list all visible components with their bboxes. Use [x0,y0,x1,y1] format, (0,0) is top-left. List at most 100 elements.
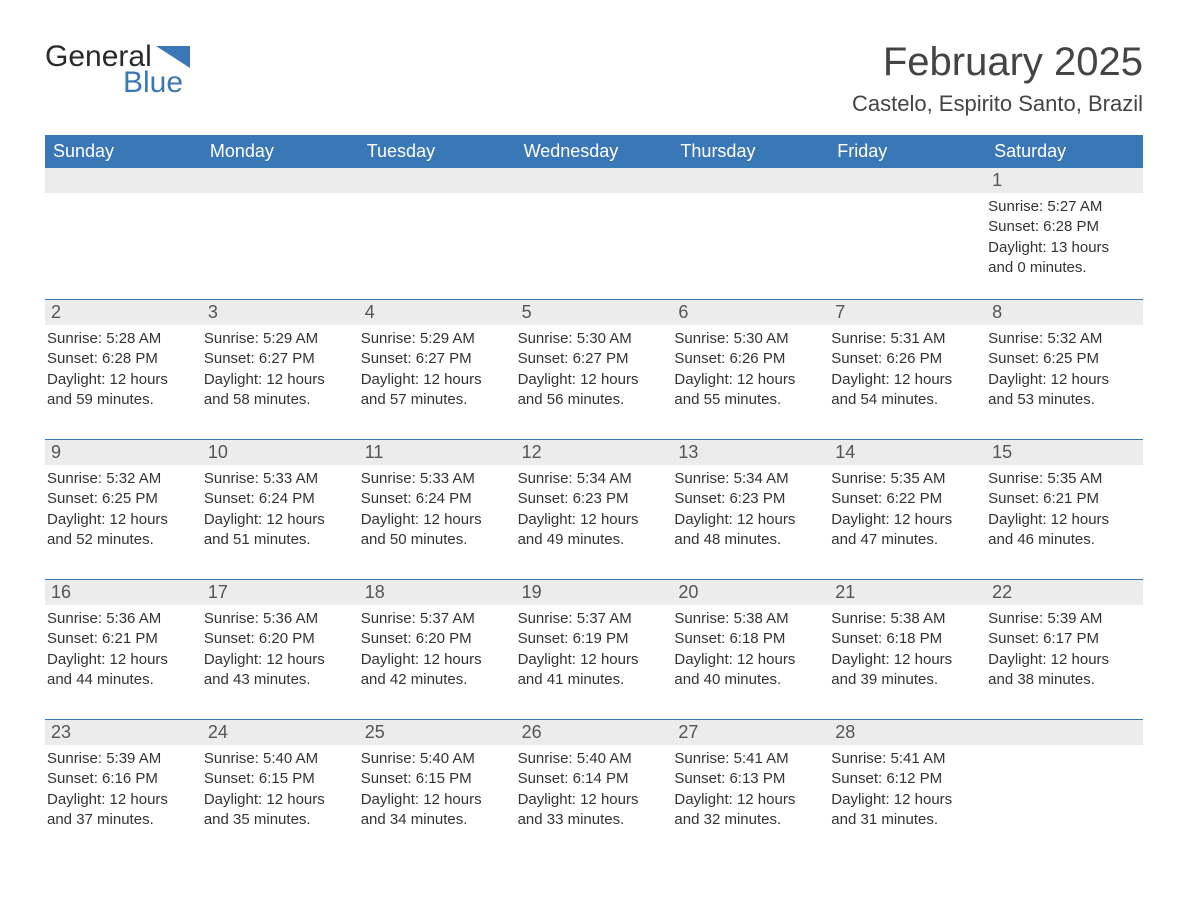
day-cell-body: Sunrise: 5:30 AMSunset: 6:27 PMDaylight:… [516,325,673,421]
sunset-text: Sunset: 6:26 PM [831,349,980,369]
weekday-cell: Thursday [672,135,829,168]
sunset-text: Sunset: 6:20 PM [361,629,510,649]
day-number: 26 [516,720,673,745]
day-number: 21 [829,580,986,605]
day-number [516,168,673,193]
week-body-strip: Sunrise: 5:28 AMSunset: 6:28 PMDaylight:… [45,325,1143,421]
sunset-text: Sunset: 6:27 PM [204,349,353,369]
sunset-text: Sunset: 6:20 PM [204,629,353,649]
sunset-text: Sunset: 6:19 PM [518,629,667,649]
sunset-text: Sunset: 6:25 PM [988,349,1137,369]
day-cell-body: Sunrise: 5:30 AMSunset: 6:26 PMDaylight:… [672,325,829,421]
sunrise-text: Sunrise: 5:38 AM [674,609,823,629]
sunrise-text: Sunrise: 5:35 AM [988,469,1137,489]
sunrise-text: Sunrise: 5:39 AM [47,749,196,769]
day-cell-body: Sunrise: 5:36 AMSunset: 6:20 PMDaylight:… [202,605,359,701]
weeks-container: 1Sunrise: 5:27 AMSunset: 6:28 PMDaylight… [45,168,1143,841]
sunrise-text: Sunrise: 5:40 AM [361,749,510,769]
sunrise-text: Sunrise: 5:40 AM [518,749,667,769]
daynum-strip: 9101112131415 [45,440,1143,465]
week-body-strip: Sunrise: 5:36 AMSunset: 6:21 PMDaylight:… [45,605,1143,701]
sunset-text: Sunset: 6:25 PM [47,489,196,509]
daylight-text: Daylight: 12 hours and 50 minutes. [361,510,510,551]
week-body-strip: Sunrise: 5:27 AMSunset: 6:28 PMDaylight:… [45,193,1143,289]
sunset-text: Sunset: 6:27 PM [518,349,667,369]
daylight-text: Daylight: 12 hours and 52 minutes. [47,510,196,551]
sunset-text: Sunset: 6:27 PM [361,349,510,369]
week-body-strip: Sunrise: 5:32 AMSunset: 6:25 PMDaylight:… [45,465,1143,561]
sunrise-text: Sunrise: 5:29 AM [204,329,353,349]
day-number [986,720,1143,745]
day-cell-body [45,193,202,289]
daylight-text: Daylight: 12 hours and 48 minutes. [674,510,823,551]
week-body-strip: Sunrise: 5:39 AMSunset: 6:16 PMDaylight:… [45,745,1143,841]
sunrise-text: Sunrise: 5:32 AM [47,469,196,489]
daylight-text: Daylight: 12 hours and 31 minutes. [831,790,980,831]
day-number: 3 [202,300,359,325]
day-cell-body: Sunrise: 5:32 AMSunset: 6:25 PMDaylight:… [45,465,202,561]
sunrise-text: Sunrise: 5:34 AM [674,469,823,489]
sunrise-text: Sunrise: 5:30 AM [674,329,823,349]
weekday-header-row: SundayMondayTuesdayWednesdayThursdayFrid… [45,135,1143,168]
sunrise-text: Sunrise: 5:32 AM [988,329,1137,349]
sunrise-text: Sunrise: 5:27 AM [988,197,1137,217]
day-cell-body: Sunrise: 5:32 AMSunset: 6:25 PMDaylight:… [986,325,1143,421]
daylight-text: Daylight: 12 hours and 57 minutes. [361,370,510,411]
day-number: 23 [45,720,202,745]
day-cell-body: Sunrise: 5:33 AMSunset: 6:24 PMDaylight:… [202,465,359,561]
sunset-text: Sunset: 6:15 PM [361,769,510,789]
daylight-text: Daylight: 12 hours and 49 minutes. [518,510,667,551]
daynum-strip: 16171819202122 [45,580,1143,605]
week-row: 2345678Sunrise: 5:28 AMSunset: 6:28 PMDa… [45,299,1143,421]
sunset-text: Sunset: 6:26 PM [674,349,823,369]
day-cell-body [359,193,516,289]
sunset-text: Sunset: 6:24 PM [204,489,353,509]
sunrise-text: Sunrise: 5:38 AM [831,609,980,629]
daylight-text: Daylight: 12 hours and 51 minutes. [204,510,353,551]
day-cell-body: Sunrise: 5:39 AMSunset: 6:16 PMDaylight:… [45,745,202,841]
daylight-text: Daylight: 12 hours and 53 minutes. [988,370,1137,411]
weekday-cell: Friday [829,135,986,168]
day-cell-body: Sunrise: 5:29 AMSunset: 6:27 PMDaylight:… [202,325,359,421]
sunset-text: Sunset: 6:16 PM [47,769,196,789]
month-title: February 2025 [852,40,1143,85]
day-number: 6 [672,300,829,325]
title-block: February 2025 Castelo, Espirito Santo, B… [852,40,1143,117]
daylight-text: Daylight: 12 hours and 44 minutes. [47,650,196,691]
logo-triangle-path [156,46,190,68]
sunrise-text: Sunrise: 5:35 AM [831,469,980,489]
sunrise-text: Sunrise: 5:34 AM [518,469,667,489]
sunrise-text: Sunrise: 5:37 AM [518,609,667,629]
day-cell-body: Sunrise: 5:35 AMSunset: 6:22 PMDaylight:… [829,465,986,561]
sunrise-text: Sunrise: 5:28 AM [47,329,196,349]
day-number: 27 [672,720,829,745]
daylight-text: Daylight: 12 hours and 43 minutes. [204,650,353,691]
week-row: 1Sunrise: 5:27 AMSunset: 6:28 PMDaylight… [45,168,1143,289]
day-cell-body: Sunrise: 5:41 AMSunset: 6:12 PMDaylight:… [829,745,986,841]
day-cell-body: Sunrise: 5:40 AMSunset: 6:15 PMDaylight:… [202,745,359,841]
day-number: 7 [829,300,986,325]
day-cell-body: Sunrise: 5:37 AMSunset: 6:19 PMDaylight:… [516,605,673,701]
day-number [829,168,986,193]
weekday-cell: Monday [202,135,359,168]
sunrise-text: Sunrise: 5:30 AM [518,329,667,349]
day-number: 18 [359,580,516,605]
daylight-text: Daylight: 13 hours and 0 minutes. [988,238,1137,279]
day-number: 12 [516,440,673,465]
sunset-text: Sunset: 6:28 PM [988,217,1137,237]
sunset-text: Sunset: 6:18 PM [831,629,980,649]
day-cell-body: Sunrise: 5:28 AMSunset: 6:28 PMDaylight:… [45,325,202,421]
sunset-text: Sunset: 6:23 PM [518,489,667,509]
sunrise-text: Sunrise: 5:36 AM [47,609,196,629]
location: Castelo, Espirito Santo, Brazil [852,91,1143,117]
logo-triangle-icon [156,46,190,68]
daylight-text: Daylight: 12 hours and 39 minutes. [831,650,980,691]
sunrise-text: Sunrise: 5:31 AM [831,329,980,349]
day-cell-body [986,745,1143,841]
day-cell-body: Sunrise: 5:34 AMSunset: 6:23 PMDaylight:… [672,465,829,561]
daylight-text: Daylight: 12 hours and 33 minutes. [518,790,667,831]
day-number: 2 [45,300,202,325]
day-cell-body: Sunrise: 5:41 AMSunset: 6:13 PMDaylight:… [672,745,829,841]
day-number: 10 [202,440,359,465]
daylight-text: Daylight: 12 hours and 37 minutes. [47,790,196,831]
